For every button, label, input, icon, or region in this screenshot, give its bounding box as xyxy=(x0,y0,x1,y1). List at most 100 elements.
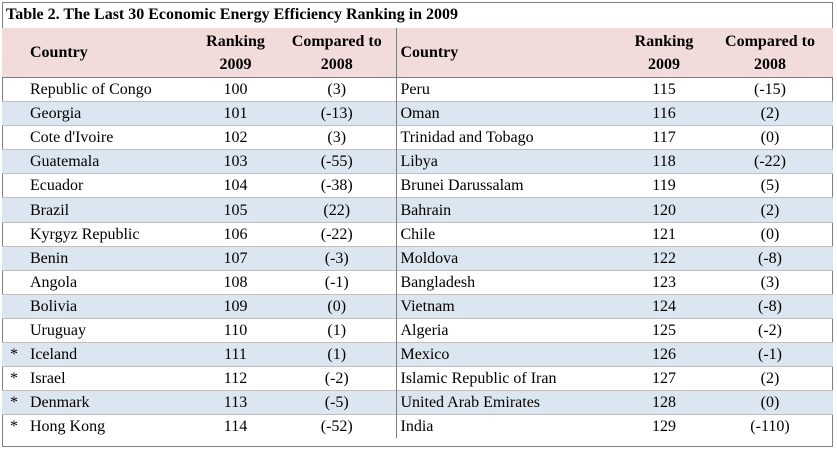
table-row: * Iceland 111 (1) Mexico 126 (-1) xyxy=(2,342,833,367)
table-title: Table 2. The Last 30 Economic Energy Eff… xyxy=(6,6,459,23)
change-cell: (2) xyxy=(707,101,833,126)
table-row: Republic of Congo 100 (3) Peru 115 (-15) xyxy=(2,76,833,102)
country-cell: Bahrain xyxy=(396,197,621,223)
ranking-cell: 114 xyxy=(193,414,278,439)
change-cell: (0) xyxy=(707,125,833,150)
country-cell: Brunei Darussalam xyxy=(396,173,621,198)
change-cell: (-8) xyxy=(707,245,833,271)
country-cell: Oman xyxy=(396,101,621,126)
table-row: Ecuador 104 (-38) Brunei Darussalam 119 (5) xyxy=(2,173,833,198)
country-cell: Bangladesh xyxy=(396,269,621,295)
row-mark: * xyxy=(2,414,26,439)
ranking-cell: 101 xyxy=(193,101,278,126)
ranking-cell: 106 xyxy=(193,221,278,247)
change-cell: (1) xyxy=(278,342,397,367)
change-cell: (-15) xyxy=(707,76,833,102)
country-cell: Georgia xyxy=(26,101,193,126)
country-cell: Mexico xyxy=(396,342,621,367)
change-cell: (-2) xyxy=(278,366,397,391)
header-compared-left: Compared to 2008 xyxy=(278,28,397,78)
table-row: Guatemala 103 (-55) Libya 118 (-22) xyxy=(2,149,833,174)
country-cell: United Arab Emirates xyxy=(396,390,621,415)
country-cell: Cote d'Ivoire xyxy=(26,125,193,150)
ranking-cell: 129 xyxy=(621,414,707,439)
country-cell: Chile xyxy=(396,221,621,247)
country-cell: Moldova xyxy=(396,245,621,271)
ranking-cell: 119 xyxy=(621,173,707,198)
table-row: Benin 107 (-3) Moldova 122 (-8) xyxy=(2,245,833,271)
row-mark xyxy=(2,293,26,319)
table-row: Kyrgyz Republic 106 (-22) Chile 121 (0) xyxy=(2,221,833,247)
row-mark: * xyxy=(2,342,26,367)
ranking-cell: 111 xyxy=(193,342,278,367)
table-row: Bolivia 109 (0) Vietnam 124 (-8) xyxy=(2,293,833,319)
table-row: Cote d'Ivoire 102 (3) Trinidad and Tobago 11… xyxy=(2,125,833,150)
header-ranking-right: Ranking 2009 xyxy=(621,28,707,78)
change-cell: (-52) xyxy=(278,414,397,439)
country-cell: Vietnam xyxy=(396,293,621,319)
header-row: Country Ranking 2009 Compared to 2008 Coun… xyxy=(2,28,833,78)
country-cell: Benin xyxy=(26,245,193,271)
header-ranking-left: Ranking 2009 xyxy=(193,28,278,78)
change-cell: (3) xyxy=(707,269,833,295)
change-cell: (1) xyxy=(278,317,397,343)
change-cell: (-1) xyxy=(707,342,833,367)
country-cell: Denmark xyxy=(26,390,193,415)
country-cell: Guatemala xyxy=(26,149,193,174)
table-row: Georgia 101 (-13) Oman 116 (2) xyxy=(2,101,833,126)
change-cell: (-13) xyxy=(278,101,397,126)
country-cell: Ecuador xyxy=(26,173,193,198)
country-cell: Republic of Congo xyxy=(26,76,193,102)
ranking-cell: 100 xyxy=(193,76,278,102)
country-cell: Uruguay xyxy=(26,317,193,343)
efficiency-ranking-table: Country Ranking 2009 Compared to 2008 Coun… xyxy=(2,28,833,439)
change-cell: (3) xyxy=(278,76,397,102)
change-cell: (-2) xyxy=(707,317,833,343)
change-cell: (-22) xyxy=(278,221,397,247)
header-country-right: Country xyxy=(396,28,621,78)
ranking-cell: 125 xyxy=(621,317,707,343)
country-cell: Iceland xyxy=(26,342,193,367)
country-cell: Israel xyxy=(26,366,193,391)
ranking-cell: 110 xyxy=(193,317,278,343)
country-cell: Libya xyxy=(396,149,621,174)
row-mark xyxy=(2,125,26,150)
ranking-cell: 123 xyxy=(621,269,707,295)
ranking-cell: 122 xyxy=(621,245,707,271)
table-row: Brazil 105 (22) Bahrain 120 (2) xyxy=(2,197,833,223)
row-mark xyxy=(2,197,26,223)
ranking-cell: 109 xyxy=(193,293,278,319)
ranking-cell: 118 xyxy=(621,149,707,174)
change-cell: (-1) xyxy=(278,269,397,295)
table-row: * Israel 112 (-2) Islamic Republic of Iran 12… xyxy=(2,366,833,391)
country-cell: Bolivia xyxy=(26,293,193,319)
row-mark xyxy=(2,173,26,198)
ranking-cell: 103 xyxy=(193,149,278,174)
country-cell: Angola xyxy=(26,269,193,295)
header-country-left: Country xyxy=(26,28,193,78)
ranking-cell: 116 xyxy=(621,101,707,126)
row-mark: * xyxy=(2,390,26,415)
change-cell: (-3) xyxy=(278,245,397,271)
ranking-cell: 107 xyxy=(193,245,278,271)
change-cell: (0) xyxy=(707,390,833,415)
ranking-cell: 112 xyxy=(193,366,278,391)
ranking-cell: 124 xyxy=(621,293,707,319)
table-row: Uruguay 110 (1) Algeria 125 (-2) xyxy=(2,317,833,343)
change-cell: (-55) xyxy=(278,149,397,174)
row-mark xyxy=(2,317,26,343)
country-cell: Trinidad and Tobago xyxy=(396,125,621,150)
change-cell: (5) xyxy=(707,173,833,198)
ranking-cell: 121 xyxy=(621,221,707,247)
table-row: * Hong Kong 114 (-52) India 129 (-110) xyxy=(2,414,833,439)
change-cell: (-38) xyxy=(278,173,397,198)
row-mark xyxy=(2,149,26,174)
ranking-cell: 108 xyxy=(193,269,278,295)
ranking-cell: 115 xyxy=(621,76,707,102)
row-mark xyxy=(2,245,26,271)
country-cell: Algeria xyxy=(396,317,621,343)
country-cell: Brazil xyxy=(26,197,193,223)
change-cell: (-8) xyxy=(707,293,833,319)
row-mark xyxy=(2,101,26,126)
change-cell: (2) xyxy=(707,366,833,391)
